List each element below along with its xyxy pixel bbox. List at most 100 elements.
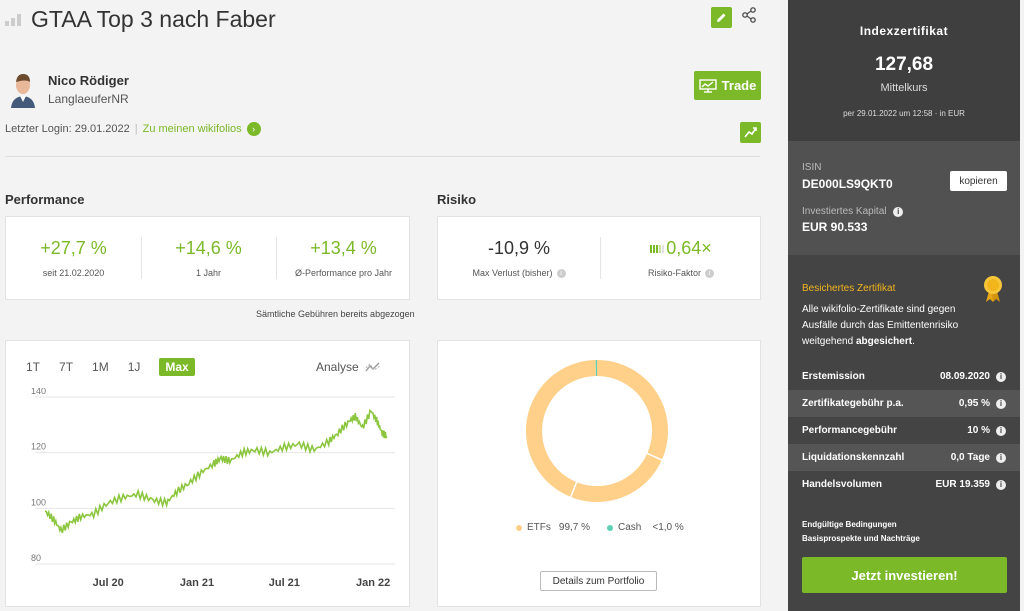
avatar[interactable]: [8, 70, 38, 108]
tab-1t[interactable]: 1T: [26, 360, 41, 374]
arrow-right-icon[interactable]: ›: [246, 122, 261, 136]
stat-value: 08.09.2020: [939, 371, 990, 382]
secured-title: Besichertes Zertifikat: [802, 283, 896, 294]
stat-value: EUR 19.359: [935, 479, 990, 490]
legend-dot: [516, 524, 522, 531]
risk-heading: Risiko: [437, 192, 477, 207]
kpi-divider: [600, 237, 601, 279]
prospectus-link[interactable]: Basisprospekte und Nachträge: [802, 534, 920, 543]
max-loss-label-row: Max Verlust (bisher) i: [438, 268, 600, 279]
kpi-divider: [141, 237, 142, 279]
fees-note: Sämtliche Gebühren bereits abgezogen: [256, 309, 415, 319]
perf-label: seit 21.02.2020: [42, 268, 105, 278]
stat-row-volume: Handelsvolumen EUR 19.359 i: [788, 471, 1020, 498]
perf-value: +14,6 %: [175, 238, 242, 258]
user-nickname[interactable]: LanglaeuferNR: [48, 92, 129, 106]
analyse-button[interactable]: Analyse: [316, 360, 381, 374]
perf-value: +13,4 %: [310, 238, 377, 258]
price-date: per 29.01.2022 um 12:58 · in EUR: [843, 109, 965, 118]
y-tick-label: 80: [31, 553, 41, 563]
secured-bold: abgesichert: [855, 336, 913, 347]
risk-factor-label: Risiko-Faktor: [647, 268, 701, 278]
info-icon[interactable]: i: [996, 452, 1006, 463]
allocation-card: [437, 340, 761, 607]
edit-button[interactable]: [711, 7, 732, 28]
info-icon[interactable]: i: [996, 479, 1006, 490]
x-tick-label: Jul 20: [93, 577, 124, 589]
info-icon[interactable]: i: [556, 269, 566, 279]
trade-icon: [698, 78, 717, 93]
risk-factor-row: 0,64×: [600, 238, 762, 259]
x-tick-label: Jan 22: [356, 577, 390, 589]
x-tick-label: Jan 21: [180, 577, 214, 589]
max-loss-label: Max Verlust (bisher): [472, 268, 553, 278]
capital-label-row: Investiertes Kapital i: [802, 206, 904, 217]
analyse-label: Analyse: [316, 360, 359, 374]
tab-1j[interactable]: 1J: [127, 360, 141, 374]
price-chart[interactable]: 80 100 120 140 Jul 20 Jan 21 Jul 21 Jan 22: [5, 388, 410, 598]
max-loss: -10,9 % Max Verlust (bisher) i: [438, 217, 600, 299]
stat-label: Erstemission: [802, 371, 865, 382]
portfolio-details-button[interactable]: Details zum Portfolio: [540, 571, 657, 591]
certificate-sidebar: Indexzertifikat 127,68 Mittelkurs per 29…: [788, 0, 1020, 611]
allocation-donut[interactable]: [517, 351, 677, 511]
wikifolios-link[interactable]: Zu meinen wikifolios: [142, 123, 242, 135]
tab-max[interactable]: Max: [159, 358, 195, 376]
risk-bars-icon: [650, 245, 665, 254]
stat-label: Zertifikategebühr p.a.: [802, 398, 904, 409]
user-name[interactable]: Nico Rödiger: [48, 73, 129, 88]
sidebar-title: Indexzertifikat: [859, 24, 949, 38]
last-login: Letzter Login: 29.01.2022: [5, 123, 130, 135]
copy-isin-button[interactable]: kopieren: [950, 171, 1007, 191]
trend-icon: [744, 127, 757, 138]
stat-label: Performancegebühr: [802, 425, 898, 436]
info-icon[interactable]: i: [893, 207, 904, 217]
legend-value: <1,0 %: [652, 522, 684, 533]
main-content: GTAA Top 3 nach Faber Nico Rödiger Langl…: [5, 6, 761, 607]
invest-button[interactable]: Jetzt investieren!: [802, 557, 1007, 593]
donut-slice-etfs[interactable]: [526, 360, 668, 502]
risk-factor-label-row: Risiko-Faktor i: [600, 268, 762, 279]
perf-since-start: +27,7 % seit 21.02.2020: [6, 217, 141, 299]
performance-heading: Performance: [5, 192, 85, 207]
info-icon[interactable]: i: [705, 269, 714, 279]
trade-button[interactable]: Trade: [694, 71, 761, 100]
price-chart-card: [5, 340, 410, 607]
y-tick-label: 140: [31, 388, 46, 396]
legend-label: Cash: [618, 522, 642, 533]
tab-1m[interactable]: 1M: [92, 360, 109, 374]
y-tick-label: 100: [31, 497, 46, 507]
risk-factor-value: 0,64×: [666, 238, 712, 258]
slice-separator: [569, 480, 578, 499]
bars-icon: [5, 13, 21, 26]
info-icon[interactable]: i: [996, 425, 1006, 436]
stat-value: 0,0 Tage: [950, 452, 990, 463]
max-loss-value: -10,9 %: [487, 238, 551, 258]
isin-label: ISIN: [802, 162, 822, 173]
divider: [5, 156, 760, 157]
perf-average: +13,4 % Ø-Performance pro Jahr: [276, 217, 411, 299]
final-terms-link[interactable]: Endgültige Bedingungen: [802, 520, 897, 529]
isin-box: ISIN DE000LS9QKT0 kopieren Investiertes …: [788, 141, 1020, 255]
y-tick-label: 120: [31, 442, 46, 452]
pencil-icon: [717, 13, 726, 22]
slice-separator: [646, 452, 664, 462]
secured-text: Alle wikifolio-Zertifikate sind gegen Au…: [802, 302, 982, 350]
info-icon[interactable]: i: [996, 371, 1006, 382]
tab-7t[interactable]: 7T: [59, 360, 74, 374]
price-series-line[interactable]: [44, 408, 388, 534]
info-icon[interactable]: i: [996, 398, 1006, 409]
price-box: Indexzertifikat 127,68 Mittelkurs per 29…: [788, 0, 1020, 141]
stat-label: Handelsvolumen: [802, 479, 883, 490]
secured-text-end: .: [912, 336, 915, 347]
login-line: Letzter Login: 29.01.2022 | Zu meinen wi…: [5, 122, 261, 136]
medal-icon: [984, 276, 1002, 302]
stat-row-certificate-fee: Zertifikategebühr p.a. 0,95 % i: [788, 390, 1020, 417]
risk-card: -10,9 % Max Verlust (bisher) i 0,64× Risi…: [437, 216, 761, 300]
share-icon[interactable]: [740, 6, 758, 24]
legend-label: ETFs: [527, 522, 551, 533]
legend-etfs: ETFs 99,7 %: [516, 522, 590, 533]
chart-button[interactable]: [740, 122, 761, 143]
secured-text-body: Alle wikifolio-Zertifikate sind gegen Au…: [802, 304, 959, 347]
stat-label: Liquidationskennzahl: [802, 452, 905, 463]
